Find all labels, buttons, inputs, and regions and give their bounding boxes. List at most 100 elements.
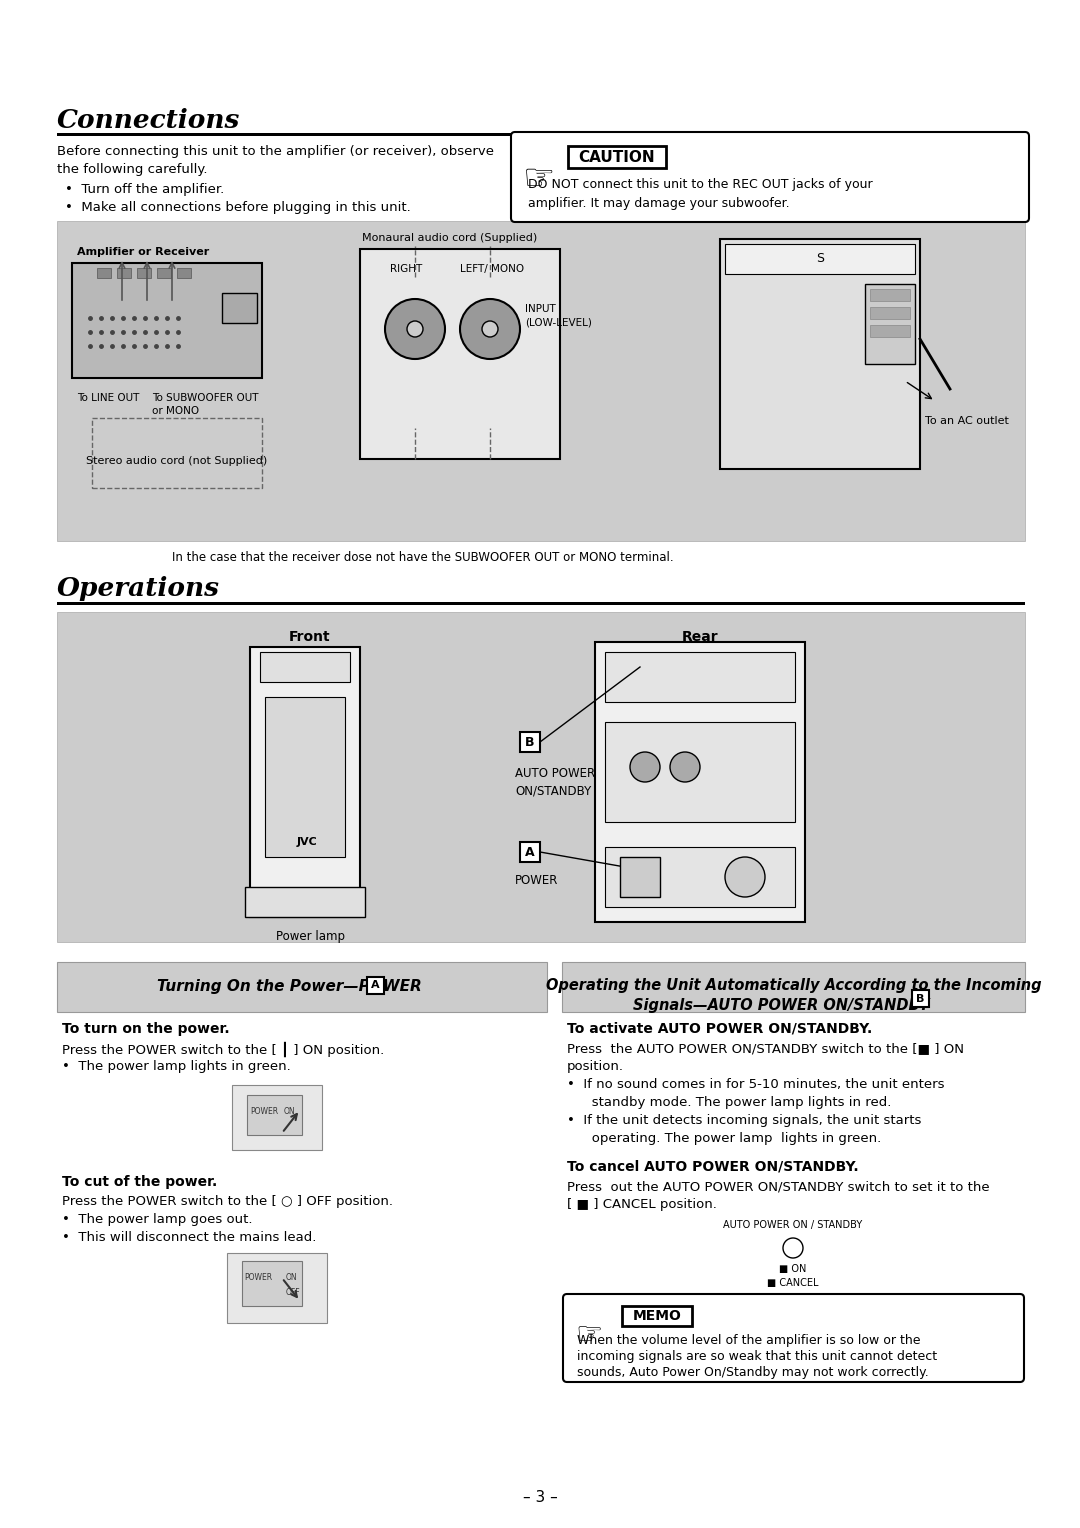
Text: LEFT/ MONO: LEFT/ MONO [460, 264, 524, 274]
Bar [260, 652, 350, 681]
Text: To LINE OUT: To LINE OUT [77, 393, 139, 403]
Text: To cut of the power.: To cut of the power. [62, 1175, 217, 1189]
Circle shape [460, 299, 519, 359]
Circle shape [783, 1238, 804, 1258]
Text: ☞: ☞ [575, 1322, 603, 1351]
Bar [57, 602, 1025, 605]
Text: Turning On the Power—POWER: Turning On the Power—POWER [157, 979, 427, 995]
Bar [605, 847, 795, 908]
Text: [ ■ ] CANCEL position.: [ ■ ] CANCEL position. [567, 1198, 717, 1212]
Text: •  This will disconnect the mains lead.: • This will disconnect the mains lead. [62, 1232, 316, 1244]
Text: POWER: POWER [515, 874, 558, 886]
Text: OFF: OFF [286, 1288, 300, 1297]
Text: position.: position. [567, 1060, 624, 1073]
Text: To an AC outlet: To an AC outlet [924, 416, 1009, 426]
FancyBboxPatch shape [511, 131, 1029, 222]
Text: In the case that the receiver dose not have the SUBWOOFER OUT or MONO terminal.: In the case that the receiver dose not h… [172, 552, 674, 564]
Bar [117, 267, 131, 278]
Text: •  The power lamp lights in green.: • The power lamp lights in green. [62, 1060, 291, 1073]
Bar [725, 244, 915, 274]
FancyBboxPatch shape [563, 1294, 1024, 1381]
Bar [232, 1085, 322, 1151]
Text: To cancel AUTO POWER ON/STANDBY.: To cancel AUTO POWER ON/STANDBY. [567, 1160, 859, 1174]
Text: Before connecting this unit to the amplifier (or receiver), observe
the followin: Before connecting this unit to the ampli… [57, 145, 494, 176]
Bar [605, 723, 795, 822]
Text: Connections: Connections [57, 108, 241, 133]
Circle shape [725, 857, 765, 897]
Text: To turn on the power.: To turn on the power. [62, 1022, 230, 1036]
Text: S: S [816, 252, 824, 266]
Text: To SUBWOOFER OUT
or MONO: To SUBWOOFER OUT or MONO [152, 393, 258, 416]
Text: JVC: JVC [297, 837, 318, 847]
Text: Monaural audio cord (Supplied): Monaural audio cord (Supplied) [363, 232, 538, 243]
Text: ON: ON [286, 1273, 298, 1282]
Bar [57, 222, 1025, 541]
Text: ■ CANCEL: ■ CANCEL [767, 1277, 819, 1288]
Bar [57, 613, 1025, 941]
Text: •  If no sound comes in for 5-10 minutes, the unit enters: • If no sound comes in for 5-10 minutes,… [567, 1077, 945, 1091]
Bar [870, 289, 910, 301]
Text: Operations: Operations [57, 576, 220, 601]
Text: INPUT
(LOW-LEVEL): INPUT (LOW-LEVEL) [525, 304, 592, 327]
Text: Press the POWER switch to the [ ○ ] OFF position.: Press the POWER switch to the [ ○ ] OFF … [62, 1195, 393, 1209]
Text: standby mode. The power lamp lights in red.: standby mode. The power lamp lights in r… [579, 1096, 891, 1109]
Bar [227, 1253, 327, 1323]
Text: Press  out the AUTO POWER ON/STANDBY switch to set it to the: Press out the AUTO POWER ON/STANDBY swit… [567, 1180, 989, 1193]
Text: Press the POWER switch to the [ ┃ ] ON position.: Press the POWER switch to the [ ┃ ] ON p… [62, 1042, 384, 1057]
Text: incoming signals are so weak that this unit cannot detect: incoming signals are so weak that this u… [577, 1351, 937, 1363]
Bar [245, 886, 365, 917]
Text: Signals—AUTO POWER ON/STANDBY: Signals—AUTO POWER ON/STANDBY [633, 998, 934, 1013]
Bar [620, 857, 660, 897]
Text: MEMO: MEMO [633, 1309, 681, 1323]
Bar [97, 267, 111, 278]
Bar [57, 963, 546, 1012]
Text: RIGHT: RIGHT [390, 264, 422, 274]
Bar [605, 652, 795, 701]
Text: Front: Front [289, 630, 330, 643]
Bar [720, 238, 920, 469]
Text: •  Turn off the amplifier.: • Turn off the amplifier. [65, 183, 225, 196]
Bar [72, 263, 262, 377]
Text: Press  the AUTO POWER ON/STANDBY switch to the [■ ] ON: Press the AUTO POWER ON/STANDBY switch t… [567, 1042, 964, 1054]
Circle shape [482, 321, 498, 338]
Bar [157, 267, 171, 278]
Text: AUTO POWER ON / STANDBY: AUTO POWER ON / STANDBY [724, 1219, 863, 1230]
Text: •  If the unit detects incoming signals, the unit starts: • If the unit detects incoming signals, … [567, 1114, 921, 1128]
Bar [595, 642, 805, 921]
Text: •  The power lamp goes out.: • The power lamp goes out. [62, 1213, 253, 1225]
Text: B: B [916, 993, 924, 1004]
Text: B: B [525, 735, 535, 749]
Bar [137, 267, 151, 278]
Circle shape [670, 752, 700, 782]
Text: – 3 –: – 3 – [523, 1490, 557, 1505]
Text: POWER: POWER [249, 1106, 279, 1115]
Bar [865, 284, 915, 364]
Text: A: A [525, 845, 535, 859]
Bar [367, 976, 384, 995]
Text: •  Make all connections before plugging in this unit.: • Make all connections before plugging i… [65, 202, 410, 214]
Text: ■ ON: ■ ON [780, 1264, 807, 1274]
Text: When the volume level of the amplifier is so low or the: When the volume level of the amplifier i… [577, 1334, 920, 1348]
Text: AUTO POWER
ON/STANDBY: AUTO POWER ON/STANDBY [515, 767, 595, 798]
Bar [568, 147, 666, 168]
Text: ☞: ☞ [523, 160, 555, 196]
Circle shape [630, 752, 660, 782]
Bar [622, 1306, 692, 1326]
Bar [519, 732, 540, 752]
Text: Power lamp: Power lamp [275, 931, 345, 943]
Text: Amplifier or Receiver: Amplifier or Receiver [77, 248, 210, 257]
Bar [870, 307, 910, 319]
Text: operating. The power lamp  lights in green.: operating. The power lamp lights in gree… [579, 1132, 881, 1144]
Bar [912, 990, 929, 1007]
Text: Rear: Rear [681, 630, 718, 643]
Bar [519, 842, 540, 862]
Bar [57, 133, 1025, 136]
Text: Stereo audio cord (not Supplied): Stereo audio cord (not Supplied) [86, 455, 268, 466]
Circle shape [384, 299, 445, 359]
Bar [265, 697, 345, 857]
Text: A: A [372, 981, 380, 990]
Bar [177, 267, 191, 278]
Text: ON: ON [284, 1106, 296, 1115]
Bar [870, 325, 910, 338]
Bar [222, 293, 257, 322]
